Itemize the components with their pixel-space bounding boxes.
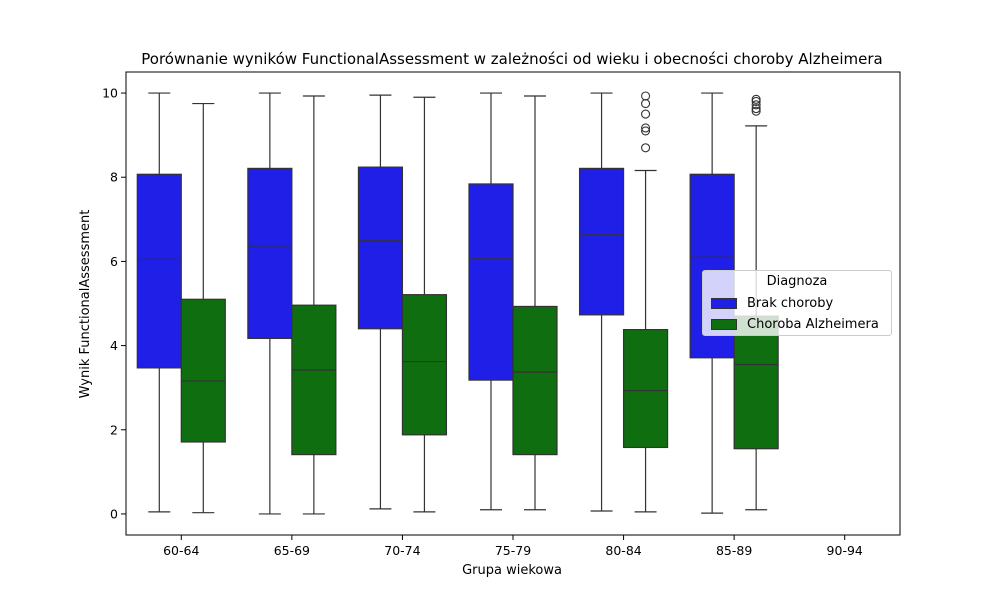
- y-tick-label: 6: [110, 254, 118, 269]
- chart-title: Porównanie wyników FunctionalAssessment …: [141, 50, 882, 68]
- x-axis: 60-64 65-69 70-74 75-79 80-84 85-89 90-94: [163, 535, 863, 558]
- outlier-point: [641, 123, 651, 133]
- x-tick-label: 60-64: [163, 543, 199, 558]
- box-iqr: [733, 315, 779, 450]
- y-tick-label: 2: [110, 422, 118, 437]
- box-iqr: [468, 183, 514, 381]
- legend-label-brak-choroby: Brak choroby: [747, 295, 834, 311]
- y-tick-label: 10: [102, 86, 118, 101]
- box-brak-choroby-70-74: [357, 94, 404, 510]
- box-iqr: [622, 328, 669, 449]
- box-choroba-alzheimera-60-64: [180, 102, 226, 514]
- legend-label-choroba-alzheimera: Choroba Alzheimera: [747, 316, 879, 332]
- legend-title: Diagnoza: [766, 274, 828, 289]
- box-iqr: [578, 167, 625, 316]
- legend-item-choroba-alzheimera: Choroba Alzheimera: [711, 316, 879, 332]
- box-choroba-alzheimera-65-69: [291, 95, 337, 515]
- box-choroba-alzheimera-85-89: [733, 94, 779, 511]
- outlier-point: [751, 94, 761, 104]
- box-choroba-alzheimera-80-84: [622, 91, 669, 513]
- outlier-point: [641, 126, 651, 136]
- outlier-point: [751, 104, 761, 114]
- box-brak-choroby-75-79: [468, 92, 514, 511]
- box-brak-choroby-65-69: [247, 92, 293, 515]
- outlier-point: [641, 99, 651, 109]
- y-tick-label: 0: [110, 506, 118, 521]
- outlier-point: [641, 109, 651, 119]
- box-choroba-alzheimera-70-74: [401, 96, 448, 513]
- x-tick-label: 70-74: [384, 543, 420, 558]
- x-tick-label: 80-84: [605, 543, 641, 558]
- box-brak-choroby-80-84: [578, 92, 625, 512]
- legend-swatch-brak-choroby: [711, 297, 737, 309]
- y-tick-label: 8: [110, 170, 118, 185]
- legend-swatch-choroba-alzheimera: [711, 318, 737, 330]
- box-iqr: [291, 304, 337, 456]
- box-iqr: [247, 167, 293, 340]
- outlier-point: [641, 143, 651, 153]
- box-iqr: [136, 173, 182, 369]
- boxes-layer: [136, 91, 779, 515]
- y-axis: 0 2 4 6 8 10: [102, 86, 126, 521]
- box-brak-choroby-60-64: [136, 92, 182, 513]
- outlier-point: [641, 91, 651, 101]
- x-tick-label: 90-94: [827, 543, 863, 558]
- x-axis-label: Grupa wiekowa: [462, 563, 562, 578]
- y-axis-label: Wynik FunctionalAssessment: [78, 210, 93, 399]
- box-iqr: [512, 305, 558, 456]
- box-iqr: [401, 294, 448, 436]
- outlier-point: [751, 100, 761, 110]
- box-iqr: [357, 166, 404, 330]
- x-tick-label: 75-79: [495, 543, 531, 558]
- x-tick-label: 65-69: [274, 543, 310, 558]
- y-tick-label: 4: [110, 338, 118, 353]
- outlier-point: [751, 106, 761, 116]
- box-choroba-alzheimera-75-79: [512, 95, 558, 511]
- box-iqr: [180, 298, 226, 443]
- legend: Diagnoza Brak choroby Choroba Alzheimera: [702, 270, 892, 336]
- legend-item-brak-choroby: Brak choroby: [711, 295, 833, 311]
- x-tick-label: 85-89: [716, 543, 752, 558]
